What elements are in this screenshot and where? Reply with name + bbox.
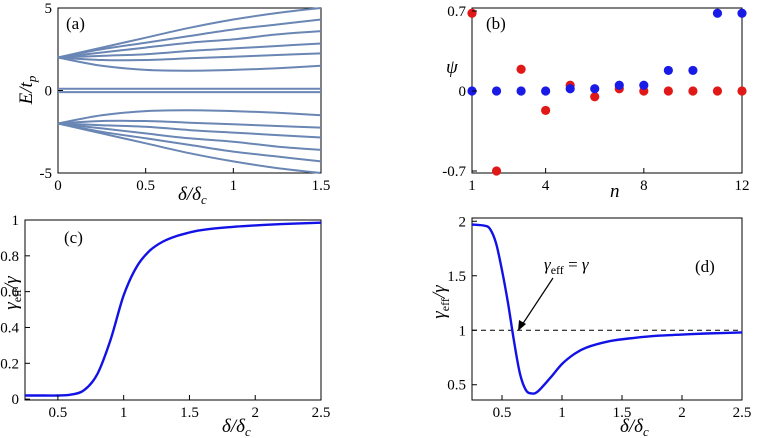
panel-a-ytick-label: 0 [45,84,53,100]
panel-b-point-red [688,86,698,96]
panel-c-label: (c) [64,228,83,247]
panel-b-ytick-label: 0.7 [447,4,466,20]
panel-d-ylabel: γeff/γ [429,285,452,319]
panel-a-frame [57,7,322,174]
panel-c-ticks: 0.5 1 1.5 2 2.5 1 0.8 0.6 0.4 0.2 0 [0,213,330,421]
panel-d-ytick-label: 1 [459,323,467,339]
panel-d-label: (d) [695,257,715,276]
panel-c-frame [24,219,322,401]
panel-b-point-blue [663,65,673,76]
panel-b-point-blue [590,84,600,94]
panel-a-label: (a) [66,14,85,33]
panel-d-xlabel: δ/δc [620,416,649,438]
panel-b: 1 4 8 12 0.7 0 -0.7 (b) n ψ [442,4,749,202]
panel-a-series-line [57,18,322,59]
panel-b-xtick-label: 8 [640,178,648,194]
panel-d-xtick-label: 0.5 [493,405,512,421]
panel-d-xtick-label: 2.5 [733,405,752,421]
panel-c-ytick-label: 0 [12,392,20,408]
panel-a-series-line [57,109,322,125]
panel-b-frame [471,7,743,174]
panel-b-point-red [712,86,723,96]
panel-b-ytick-label: 0 [459,84,467,100]
panel-b-point-red [541,105,551,116]
panel-b-point-red [516,64,526,74]
panel-c-xtick-label: 1.5 [180,405,199,421]
panel-b-point-red [491,166,502,176]
panel-b-ytick-label: -0.7 [442,164,466,180]
panel-c-ytick-label: 0.6 [0,285,19,301]
panel-a-series-line [57,122,322,139]
panel-b-xtick-label: 4 [542,178,550,194]
panel-b-point-blue [491,86,502,96]
panel-b-point-blue [737,8,747,18]
panel-c-xtick-label: 0.5 [49,405,68,421]
panel-a-series-line [57,122,322,174]
panel-c-lines [24,221,322,397]
panel-a-xtick-label: 0.5 [136,178,155,194]
panel-d-ytick-label: 0.5 [447,378,466,394]
panel-b-point-blue [688,65,698,76]
panel-b-xlabel: n [610,181,620,202]
panel-c-xtick-label: 1 [120,405,128,421]
panel-a-lines [57,7,322,174]
panel-d: 0.5 1 1.5 2 2.5 2 1.5 1 0.5 (d) γeff = γ δ/δc γe… [429,214,751,438]
panel-a-series-line [57,7,322,59]
panel-b-points [467,8,747,176]
panel-d-lines [471,223,743,395]
panel-a: 0 0.5 1 1.550-5 (a) δ/δc E/tp [16,1,330,207]
panel-d-series-line [471,223,743,395]
panel-a-xtick-label: 1.5 [312,178,331,194]
panel-b-xtick-label: 12 [735,178,750,194]
panel-a-ytick-label: 5 [45,1,53,17]
panel-a-series-line [57,52,322,62]
panel-a-series-line [57,122,322,163]
panel-b-point-blue [541,86,551,96]
panel-b-ticks: 1 4 8 12 0.7 0 -0.7 [442,4,749,194]
panel-c: 0.5 1 1.5 2 2.510.80.60.40.20 (c) δ/δc γeff/… [0,213,330,438]
panel-b-point-blue [712,8,723,18]
panel-c-ytick-label: 0.4 [0,320,19,336]
panel-d-arrowhead [518,320,526,331]
panel-c-ytick-label: 1 [12,213,20,229]
panel-a-xtick-label: 0 [54,178,62,194]
panel-b-point-red [663,86,673,96]
panel-a-series-line [57,30,322,59]
panel-c-xtick-label: 2.5 [312,405,331,421]
panel-a-xtick-label: 1 [230,178,238,194]
panel-d-xtick-label: 2 [678,405,686,421]
panel-b-point-blue [639,80,649,90]
panel-b-point-blue [565,84,575,94]
panel-b-point-red [737,86,747,96]
panel-c-xtick-label: 2 [251,405,259,421]
panel-d-ticks: 0.5 1 1.5 2 2.5 2 1.5 1 0.5 [447,214,751,421]
panel-b-point-blue [614,80,624,90]
panel-c-series-line [24,221,322,397]
panel-d-annotation: γeff = γ [544,255,590,277]
panel-a-ylabel: E/tp [16,75,39,105]
panel-b-xtick-label: 1 [468,178,476,194]
panel-d-frame [471,217,743,401]
panel-b-point-blue [516,86,526,96]
panel-c-ytick-label: 0.2 [0,356,19,372]
panel-a-series-line [57,122,322,151]
panel-a-series-line [57,56,322,72]
panel-c-ytick-label: 0.8 [0,249,19,265]
panel-b-ylabel: ψ [446,57,459,78]
panel-d-ytick-label: 1.5 [447,269,466,285]
panel-b-label: (b) [486,14,506,33]
panel-b-point-red [467,8,477,18]
panel-d-xtick-label: 1.5 [613,405,632,421]
panel-a-series-line [57,42,322,59]
panel-a-series-line [57,119,322,129]
panel-d-xtick-label: 1 [558,405,566,421]
panel-a-ytick-label: -5 [40,166,53,182]
panel-a-xlabel: δ/δc [178,184,207,207]
panel-d-annotation-arrow [521,277,554,326]
panel-b-point-red [590,92,600,102]
panel-a-ticks: 0 0.5 1 1.550-5 [40,1,331,194]
panel-d-ytick-label: 2 [459,214,467,230]
panel-c-xlabel: δ/δc [222,416,251,438]
